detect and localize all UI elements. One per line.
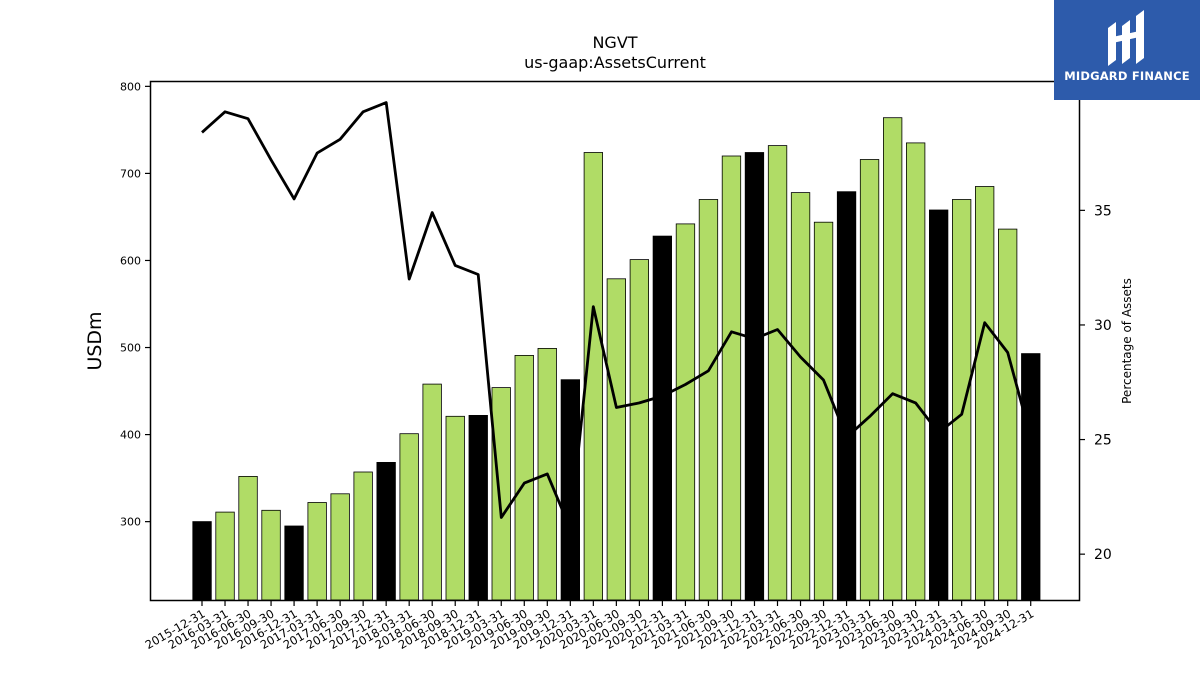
y-tick-label-700: 700 (120, 167, 141, 180)
bar-2021-09-30 (721, 155, 742, 601)
bar-2018-12-31 (468, 414, 488, 601)
y2-tick-label-35: 35 (1094, 203, 1112, 219)
chart-subtitle: us-gaap:AssetsCurrent (524, 53, 706, 72)
bar-2021-03-31 (675, 223, 696, 601)
bar-2023-06-30 (883, 117, 903, 601)
bar-2024-09-30 (998, 228, 1018, 601)
y2-tick-label-20: 20 (1094, 547, 1112, 563)
bar-2024-06-30 (975, 186, 995, 601)
bar-2024-03-31 (952, 199, 972, 601)
bar-2016-09-30 (261, 509, 281, 601)
bar-2022-06-30 (790, 192, 811, 601)
bar-2022-12-31 (836, 191, 857, 601)
bar-2020-09-30 (629, 259, 649, 601)
bar-2015-12-31 (192, 521, 212, 601)
bar-2019-06-30 (514, 354, 534, 601)
y-tick-label-500: 500 (120, 342, 141, 355)
bar-2017-06-30 (330, 493, 350, 601)
brand-logo: MIDGARD FINANCE (1054, 0, 1200, 100)
y2-tick-label-30: 30 (1094, 318, 1112, 334)
bar-2023-09-30 (906, 142, 926, 601)
y-tick-label-800: 800 (120, 80, 141, 93)
percentage-line (201, 101, 1033, 531)
chart-title: NGVT (592, 33, 637, 52)
bar-2023-03-31 (859, 159, 880, 601)
bar-2023-12-31 (929, 209, 949, 601)
line-layer (201, 101, 1033, 531)
y2-tick-label-25: 25 (1094, 433, 1112, 449)
bar-2016-06-30 (238, 475, 258, 601)
bar-2020-12-31 (652, 235, 672, 601)
bar-2018-03-31 (399, 433, 419, 601)
bar-2022-03-31 (767, 145, 788, 601)
bar-2019-12-31 (560, 379, 580, 601)
bar-2021-12-31 (744, 152, 765, 601)
x-axis: 2015-12-312016-03-312016-06-302016-09-30… (143, 600, 1036, 652)
bar-2017-12-31 (376, 461, 396, 601)
brand-name: MIDGARD FINANCE (1064, 69, 1190, 83)
bar-2018-09-30 (445, 415, 465, 601)
bar-2020-06-30 (606, 278, 626, 601)
bar-2018-06-30 (422, 383, 442, 601)
midgard-logo-icon (1108, 10, 1144, 66)
plot-frame (149, 80, 1081, 602)
bar-2021-06-30 (698, 199, 719, 601)
bar-2017-03-31 (307, 502, 327, 601)
bar-2016-03-31 (215, 511, 235, 601)
y-axis-label: USDm (84, 311, 106, 370)
y2-axis-label: Percentage of Assets (1120, 278, 1134, 404)
y-tick-label-300: 300 (120, 516, 141, 529)
bars-layer (192, 117, 1041, 601)
y-axis: 300 400 500 600 700 800 (120, 80, 151, 529)
y-tick-label-400: 400 (120, 429, 141, 442)
bar-2019-03-31 (491, 387, 511, 601)
bar-2024-12-31 (1021, 353, 1041, 601)
y-tick-label-600: 600 (120, 254, 141, 267)
bar-2017-09-30 (353, 471, 373, 601)
bar-2016-12-31 (284, 525, 304, 601)
y2-axis: 20 25 30 35 (1079, 203, 1112, 563)
bar-2022-09-30 (813, 221, 834, 601)
